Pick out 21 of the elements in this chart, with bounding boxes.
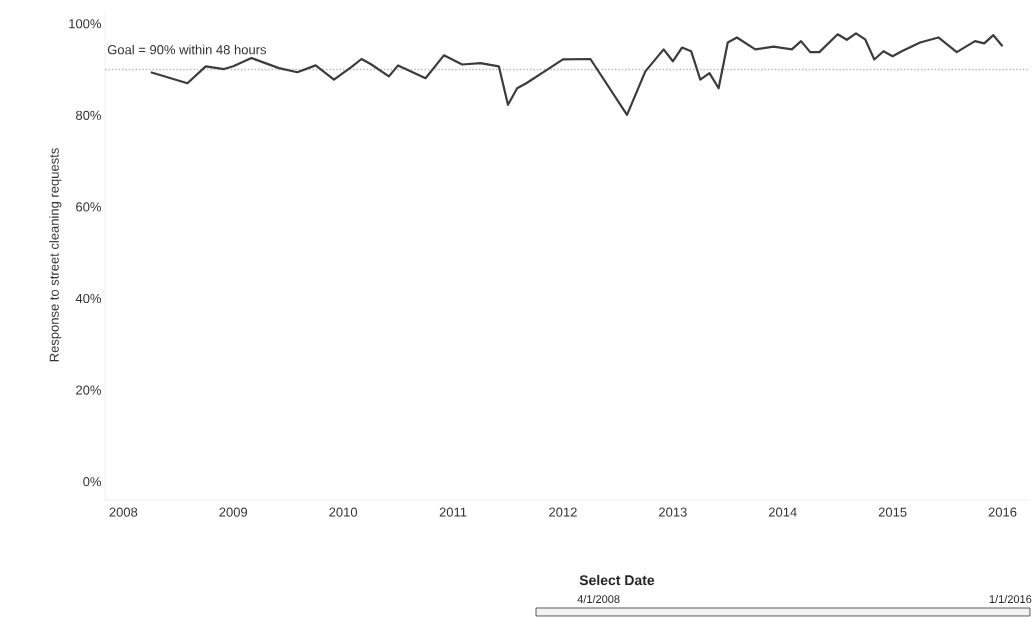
x-tick-label: 2016 [988,507,1017,517]
ref-line-label: Goal = 90% within 48 hours [107,44,267,55]
x-tick-label: 2011 [439,507,467,517]
y-tick-label: 20% [76,385,102,395]
x-tick-label: 2012 [549,507,577,517]
x-tick-label: 2015 [878,507,907,517]
y-tick-label: 0% [83,477,102,487]
x-tick-label: 2013 [659,507,687,517]
x-tick-label: 2010 [329,507,358,517]
text: 1/1/2016 [989,594,1032,604]
y-tick-label: 60% [76,202,102,212]
text: Select Date [579,574,655,586]
text: 4/1/2008 [577,594,620,604]
y-tick-label: 80% [76,110,102,120]
x-tick-label: 2014 [768,507,797,517]
x-tick-label: 2009 [219,507,248,517]
x-tick-label: 2008 [109,507,138,517]
y-axis-title: Response to street cleaning requests [49,148,62,362]
y-tick-label: 40% [75,293,102,304]
y-tick-label: 100% [69,19,102,29]
line-series [149,32,1004,116]
